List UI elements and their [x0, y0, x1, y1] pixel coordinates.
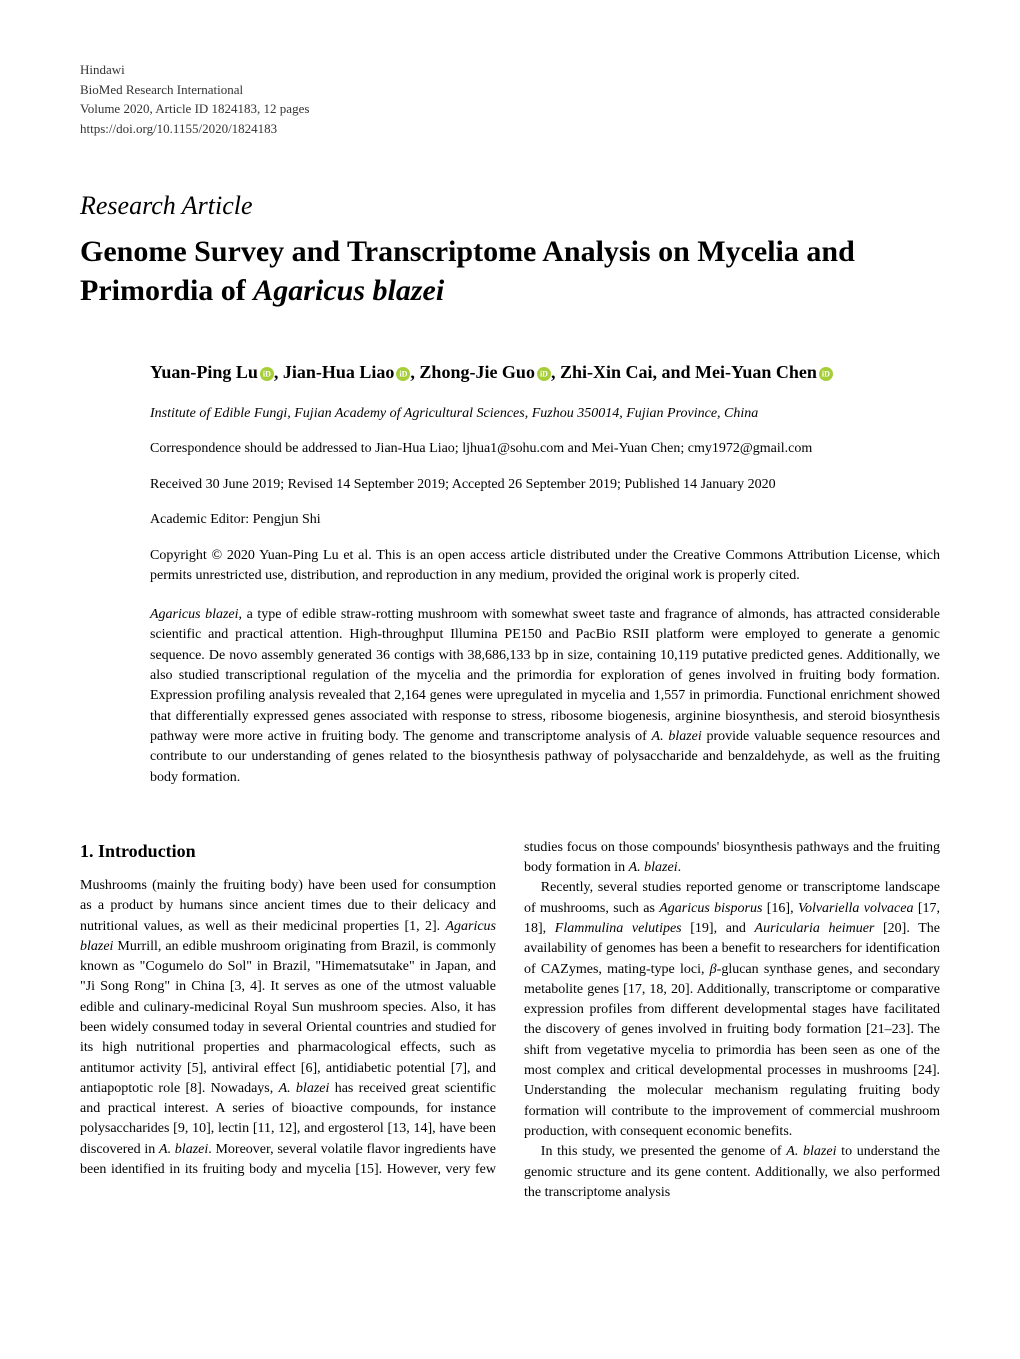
copyright-notice: Copyright © 2020 Yuan-Ping Lu et al. Thi… [150, 546, 940, 585]
section-heading: 1. Introduction [80, 838, 496, 864]
academic-editor: Academic Editor: Pengjun Shi [150, 510, 940, 530]
publisher: Hindawi [80, 60, 940, 80]
body-text: Murrill, an edible mushroom originating … [80, 939, 496, 1096]
journal-info: Hindawi BioMed Research International Vo… [80, 60, 940, 138]
author-3: Zhong-Jie Guo [419, 362, 535, 382]
orcid-icon[interactable] [396, 367, 410, 381]
species-name: Volvariella volvacea [798, 901, 914, 916]
greek-letter: β [710, 962, 717, 977]
article-type: Research Article [80, 188, 940, 224]
body-text: -glucan synthase genes, and secondary me… [524, 962, 940, 1139]
body-text: . [678, 860, 682, 875]
body-content: 1. Introduction Mushrooms (mainly the fr… [80, 838, 940, 1203]
species-name: Flammulina velutipes [555, 921, 682, 936]
author-5: Mei-Yuan Chen [695, 362, 817, 382]
species-name: Agaricus bisporus [659, 901, 762, 916]
doi-link[interactable]: https://doi.org/10.1155/2020/1824183 [80, 119, 940, 139]
body-text: [19], and [682, 921, 755, 936]
sep: , [274, 362, 283, 382]
abstract: Agaricus blazei, a type of edible straw-… [150, 605, 940, 788]
body-text: In this study, we presented the genome o… [541, 1144, 786, 1159]
abstract-text: , a type of edible straw-rotting mushroo… [150, 607, 940, 744]
paragraph-3: In this study, we presented the genome o… [524, 1142, 940, 1203]
journal-name: BioMed Research International [80, 80, 940, 100]
author-2: Jian-Hua Liao [283, 362, 395, 382]
abstract-species: Agaricus blazei [150, 607, 239, 622]
body-text: Mushrooms (mainly the fruiting body) hav… [80, 878, 496, 934]
species-name: A. blazei [159, 1142, 208, 1157]
orcid-icon[interactable] [260, 367, 274, 381]
sep: , [551, 362, 560, 382]
volume-line: Volume 2020, Article ID 1824183, 12 page… [80, 99, 940, 119]
species-name: A. blazei [786, 1144, 836, 1159]
affiliation: Institute of Edible Fungi, Fujian Academ… [150, 404, 940, 424]
authors-list: Yuan-Ping Lu, Jian-Hua Liao, Zhong-Jie G… [150, 360, 940, 385]
author-4: Zhi-Xin Cai, and [560, 362, 695, 382]
title-species: Agaricus blazei [253, 274, 444, 307]
orcid-icon[interactable] [819, 367, 833, 381]
species-name: A. blazei [279, 1081, 330, 1096]
species-name: Auricularia heimuer [755, 921, 875, 936]
orcid-icon[interactable] [537, 367, 551, 381]
paragraph-2: Recently, several studies reported genom… [524, 878, 940, 1142]
title-text: Genome Survey and Transcriptome Analysis… [80, 235, 855, 307]
abstract-species: A. blazei [652, 729, 702, 744]
author-1: Yuan-Ping Lu [150, 362, 258, 382]
publication-dates: Received 30 June 2019; Revised 14 Septem… [150, 475, 940, 495]
body-text: [16], [762, 901, 798, 916]
article-title: Genome Survey and Transcriptome Analysis… [80, 232, 940, 310]
species-name: A. blazei [629, 860, 678, 875]
correspondence: Correspondence should be addressed to Ji… [150, 439, 940, 459]
